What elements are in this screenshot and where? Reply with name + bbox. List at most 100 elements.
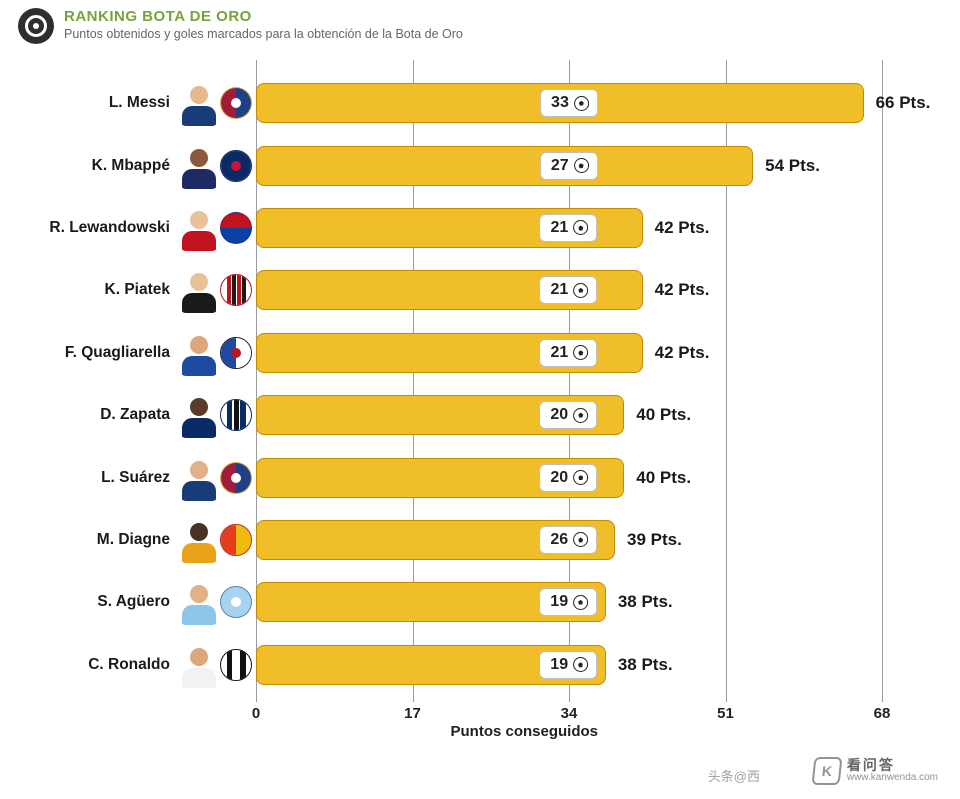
- goals-value: 27: [551, 157, 569, 175]
- goals-value: 19: [550, 593, 568, 611]
- x-tick-label: 34: [561, 705, 578, 722]
- football-icon: [573, 532, 588, 547]
- bar-cell: 2754 Pts.: [256, 137, 882, 195]
- football-icon: [573, 220, 588, 235]
- avatar-col: [176, 267, 256, 313]
- goals-badge: 33: [540, 89, 598, 117]
- points-label: 40 Pts.: [636, 405, 691, 425]
- football-icon: [573, 470, 588, 485]
- player-row: K. Mbappé 2754 Pts.: [18, 137, 882, 195]
- header: RANKING BOTA DE ORO Puntos obtenidos y g…: [18, 8, 942, 44]
- points-bar: 26: [256, 520, 615, 560]
- points-label: 42 Pts.: [655, 218, 710, 238]
- player-name: D. Zapata: [18, 406, 176, 424]
- avatar-col: [176, 579, 256, 625]
- x-tick-label: 68: [874, 705, 891, 722]
- watermark-cn: 看问答: [847, 758, 938, 773]
- goals-value: 33: [551, 94, 569, 112]
- points-bar: 20: [256, 458, 624, 498]
- football-icon: [573, 408, 588, 423]
- player-name: R. Lewandowski: [18, 219, 176, 237]
- player-avatar: [180, 392, 218, 438]
- points-bar: 21: [256, 270, 643, 310]
- player-name: L. Messi: [18, 94, 176, 112]
- watermark-logo: K: [811, 757, 842, 785]
- bar-cell: 21 42 Pts.: [256, 261, 882, 319]
- club-crest: [220, 462, 252, 494]
- watermark-url: www.kanwenda.com: [847, 773, 938, 784]
- avatar-col: [176, 642, 256, 688]
- player-name: K. Mbappé: [18, 157, 176, 175]
- player-avatar: [180, 80, 218, 126]
- player-avatar: [180, 330, 218, 376]
- source-logo: [18, 8, 54, 44]
- avatar-col: [176, 392, 256, 438]
- bar-cell: 21 42 Pts.: [256, 199, 882, 257]
- goals-badge: 21: [539, 214, 597, 242]
- football-icon: [573, 345, 588, 360]
- points-bar: 20: [256, 395, 624, 435]
- player-avatar: [180, 267, 218, 313]
- avatar-col: [176, 330, 256, 376]
- points-label: 40 Pts.: [636, 468, 691, 488]
- goals-badge: 19: [539, 651, 597, 679]
- player-row: M. Diagne 26 39 Pts.: [18, 511, 882, 569]
- player-avatar: [180, 205, 218, 251]
- points-bar: 19: [256, 645, 606, 685]
- page: RANKING BOTA DE ORO Puntos obtenidos y g…: [0, 0, 960, 799]
- avatar-col: [176, 517, 256, 563]
- bar-cell: 3366 Pts.: [256, 74, 882, 132]
- player-name: K. Piatek: [18, 281, 176, 299]
- points-label: 42 Pts.: [655, 343, 710, 363]
- goals-badge: 21: [539, 339, 597, 367]
- x-tick-label: 0: [252, 705, 260, 722]
- football-icon: [574, 158, 589, 173]
- goals-badge: 21: [539, 276, 597, 304]
- player-row: L. Messi 3366 Pts.: [18, 74, 882, 132]
- bar-cell: 19 38 Pts.: [256, 573, 882, 631]
- club-crest: [220, 649, 252, 681]
- club-crest: [220, 337, 252, 369]
- bar-cell: 20 40 Pts.: [256, 386, 882, 444]
- avatar-col: [176, 80, 256, 126]
- watermark-source: 头条@西: [708, 766, 760, 785]
- points-label: 66 Pts.: [876, 93, 931, 113]
- goals-badge: 20: [539, 464, 597, 492]
- player-row: R. Lewandowski 21 42 Pts.: [18, 199, 882, 257]
- football-icon: [573, 657, 588, 672]
- goals-badge: 19: [539, 588, 597, 616]
- player-name: M. Diagne: [18, 531, 176, 549]
- goals-value: 20: [550, 469, 568, 487]
- points-label: 39 Pts.: [627, 530, 682, 550]
- goals-value: 21: [550, 219, 568, 237]
- football-icon: [574, 96, 589, 111]
- points-label: 38 Pts.: [618, 592, 673, 612]
- chart-subtitle: Puntos obtenidos y goles marcados para l…: [64, 27, 463, 41]
- points-bar: 21: [256, 333, 643, 373]
- club-crest: [220, 274, 252, 306]
- avatar-col: [176, 455, 256, 501]
- goals-badge: 26: [539, 526, 597, 554]
- avatar-col: [176, 205, 256, 251]
- chart-rows: L. Messi3366 Pts.K. Mbappé2754 Pts.R. Le…: [18, 72, 882, 696]
- golden-boot-chart: 017345168 L. Messi3366 Pts.K. Mbappé2754…: [18, 66, 942, 746]
- points-label: 42 Pts.: [655, 280, 710, 300]
- goals-value: 20: [550, 406, 568, 424]
- player-row: L. Suárez2040 Pts.: [18, 449, 882, 507]
- x-tick-label: 17: [404, 705, 421, 722]
- bar-cell: 20 40 Pts.: [256, 449, 882, 507]
- player-row: F. Quagliarella2142 Pts.: [18, 324, 882, 382]
- player-row: S. Agüero 19 38 Pts.: [18, 573, 882, 631]
- player-avatar: [180, 455, 218, 501]
- bar-cell: 1938 Pts.: [256, 636, 882, 694]
- x-tick-label: 51: [717, 705, 734, 722]
- football-icon: [573, 283, 588, 298]
- player-name: S. Agüero: [18, 593, 176, 611]
- club-crest: [220, 212, 252, 244]
- x-axis-title: Puntos conseguidos: [450, 723, 598, 740]
- football-icon: [573, 595, 588, 610]
- player-name: C. Ronaldo: [18, 656, 176, 674]
- club-crest: [220, 399, 252, 431]
- bar-cell: 26 39 Pts.: [256, 511, 882, 569]
- gridline: [882, 60, 883, 702]
